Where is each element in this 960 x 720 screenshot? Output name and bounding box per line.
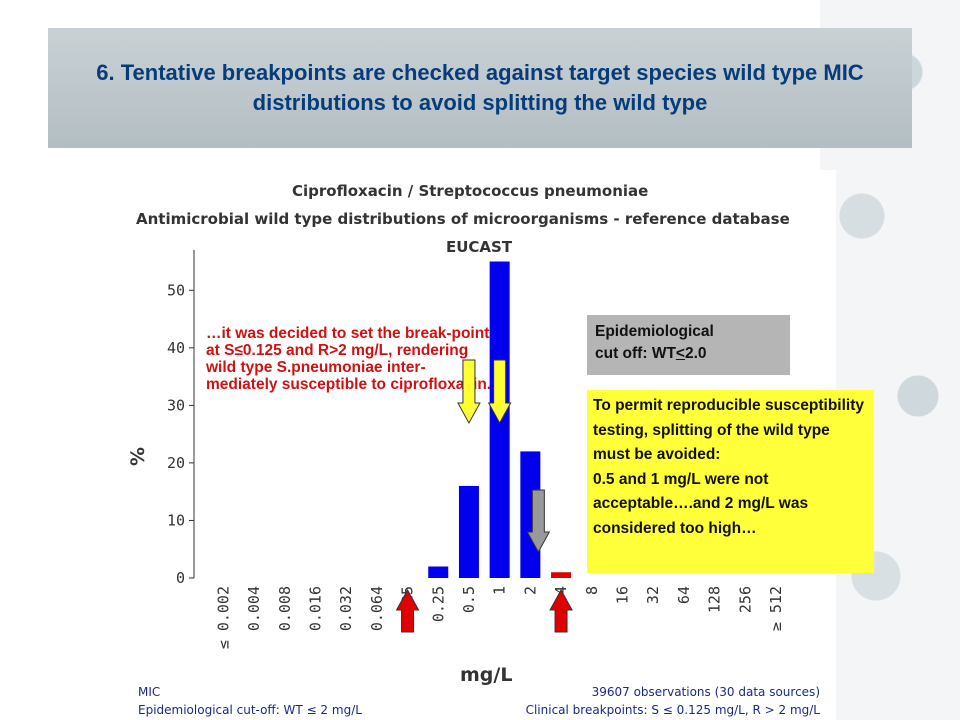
mic-distribution-chart: Ciprofloxacin / Streptococcus pneumoniae… (127, 182, 821, 717)
y-axis-label: % (127, 447, 149, 466)
bar-4 (551, 572, 572, 578)
x-tick-label: 1 (491, 586, 509, 595)
x-tick-label: 0.125 (399, 586, 417, 631)
x-tick-label: 64 (675, 586, 693, 604)
y-axis: 0 10 20 30 40 50 (167, 250, 195, 587)
y-tick-label: 40 (167, 339, 185, 357)
x-tick-label: ≤ 0.002 (214, 586, 232, 649)
cutoff-line-2-suffix: 2.0 (684, 345, 707, 362)
x-tick-label: 128 (706, 586, 724, 613)
footer-right-1: 39607 observations (30 data sources) (592, 685, 820, 699)
y-tick-label: 20 (167, 454, 185, 472)
chart-title: Ciprofloxacin / Streptococcus pneumoniae (292, 182, 648, 200)
reproducibility-note-text: To permit reproducible susceptibility te… (593, 397, 865, 537)
breakpoint-annotation: …it was decided to set the break-point a… (206, 325, 492, 393)
cutoff-line-2-prefix: cut off: WT (595, 345, 676, 362)
x-tick-label: 8 (583, 586, 601, 595)
x-tick-label: 16 (613, 586, 631, 604)
footer-right-2: Clinical breakpoints: S ≤ 0.125 mg/L, R … (526, 703, 821, 717)
x-axis-label: mg/L (460, 664, 512, 686)
x-tick-label: 4 (552, 586, 570, 595)
bar-series (428, 261, 572, 578)
y-tick-label: 30 (167, 396, 185, 414)
footer-left-1: MIC (138, 685, 160, 699)
slide-title: 6. Tentative breakpoints are checked aga… (96, 60, 864, 115)
x-axis: ≤ 0.002 0.004 0.008 0.016 0.032 0.064 0.125 0.2… (214, 586, 785, 649)
cutoff-line-1: Epidemiological (595, 323, 714, 340)
x-tick-label: 0.032 (337, 586, 355, 631)
cutoff-line-2: cut off: WT<2.0 (595, 343, 782, 365)
chart-subtitle: Antimicrobial wild type distributions of… (136, 210, 790, 228)
x-tick-label: ≥ 512 (767, 586, 785, 631)
x-tick-label: 2 (521, 586, 539, 595)
x-tick-label: 0.004 (245, 586, 263, 631)
chart-header: EUCAST (446, 238, 513, 256)
x-tick-label: 256 (736, 586, 754, 613)
x-tick-label: 32 (644, 586, 662, 604)
cutoff-line-2-symbol: < (675, 345, 685, 362)
y-tick-label: 50 (167, 281, 185, 299)
bar-0.5 (458, 485, 479, 578)
footer-left-2: Epidemiological cut-off: WT ≤ 2 mg/L (138, 703, 362, 717)
y-tick-label: 0 (176, 569, 185, 587)
y-tick-label: 10 (167, 511, 185, 529)
bar-2 (520, 451, 541, 578)
x-tick-label: 0.016 (306, 586, 324, 631)
bar-1 (489, 261, 510, 578)
bar-0.25 (428, 566, 449, 578)
x-tick-label: 0.5 (460, 586, 478, 613)
x-tick-label: 0.25 (429, 586, 447, 622)
epidemiological-cutoff-box: Epidemiological cut off: WT<2.0 (587, 315, 790, 375)
x-tick-label: 0.008 (276, 586, 294, 631)
reproducibility-note-box: To permit reproducible susceptibility te… (587, 390, 874, 573)
x-tick-label: 0.064 (368, 586, 386, 631)
title-bar: 6. Tentative breakpoints are checked aga… (48, 28, 912, 148)
